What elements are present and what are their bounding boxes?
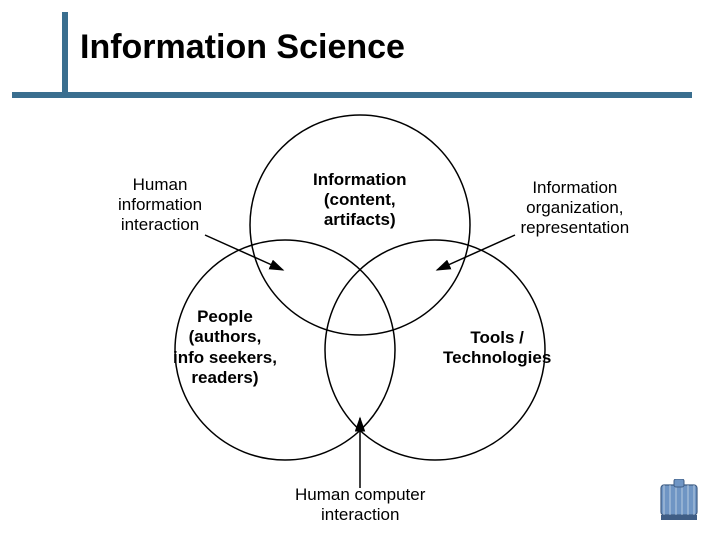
label-hii: Human information interaction (118, 175, 202, 236)
label-hci: Human computer interaction (295, 485, 425, 526)
slide: Information Science Information (content… (0, 0, 720, 540)
label-tools: Tools / Technologies (443, 328, 551, 369)
unc-logo (660, 479, 698, 526)
label-ior: Information organization, representation (521, 178, 630, 239)
label-information: Information (content, artifacts) (313, 170, 407, 231)
venn-diagram (0, 0, 720, 540)
label-people: People (authors, info seekers, readers) (173, 307, 277, 389)
